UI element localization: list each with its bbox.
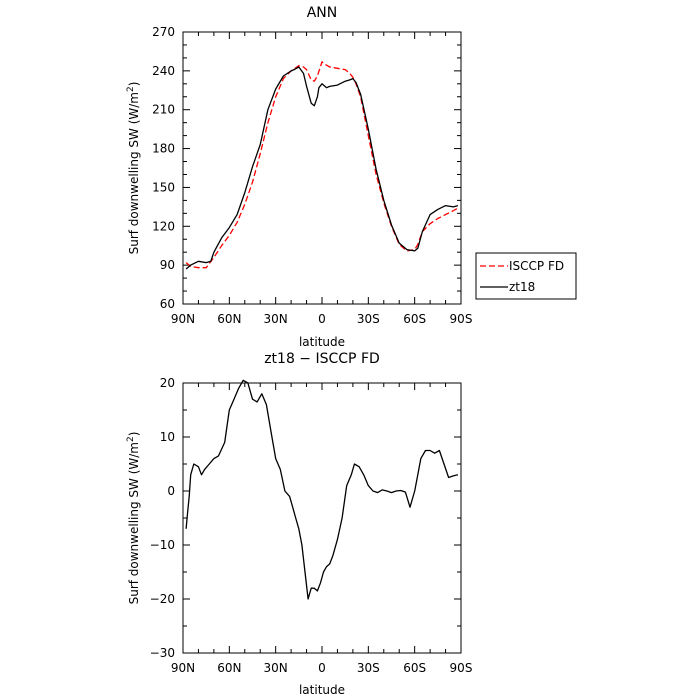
bottom-y-axis-label-sup: 2: [126, 436, 136, 442]
top-x-tick-label: 30N: [264, 312, 288, 326]
top-axis-ticks: 90N 60N 30N 0 30S 60S 90S 60 90 120 150 180 210 240 27…: [152, 25, 472, 326]
top-x-tick-label: 90S: [450, 312, 473, 326]
bottom-chart-title: zt18 − ISCCP FD: [264, 351, 380, 367]
top-x-tick-label: 30S: [357, 312, 380, 326]
top-y-axis-label-close: ): [127, 82, 141, 87]
top-y-axis-label-main: Surf downwelling SW (W/m: [127, 92, 141, 254]
top-plot-frame: [182, 31, 462, 305]
legend-isccp-label: ISCCP FD: [509, 259, 564, 273]
bottom-x-tick-label: 60S: [403, 661, 426, 675]
bottom-series-group: [185, 379, 459, 600]
legend-box: [475, 252, 577, 300]
top-x-tick-label: 90N: [171, 312, 195, 326]
top-y-axis-label: Surf downwelling SW (W/m2): [126, 82, 141, 255]
bottom-x-tick-label: 60N: [217, 661, 241, 675]
top-y-tick-label: 270: [152, 25, 175, 39]
bottom-y-tick-label: 0: [167, 484, 175, 498]
top-y-tick-label: 60: [160, 297, 175, 311]
bottom-y-axis-label-main: Surf downwelling SW (W/m: [127, 442, 141, 604]
top-series-group: [185, 61, 459, 270]
legend: ISCCP FD zt18: [475, 252, 577, 300]
top-y-tick-label: 180: [152, 142, 175, 156]
top-y-tick-label: 240: [152, 64, 175, 78]
bottom-y-tick-label: −20: [150, 592, 175, 606]
top-series-line-isccp-fd: [185, 61, 459, 269]
bottom-x-tick-label: 30S: [357, 661, 380, 675]
bottom-x-tick-label: 30N: [264, 661, 288, 675]
top-panel: ANN 90N 60N 30N 0 30S 60S 90S 60 90 120 150 180 210 2…: [126, 5, 472, 349]
bottom-panel: zt18 − ISCCP FD 90N 60N 30N 0 30S 60S 90S −30 −2…: [126, 351, 472, 697]
bottom-axis-ticks: 90N 60N 30N 0 30S 60S 90S −30 −20 −10 0 10 20: [150, 376, 473, 675]
top-x-tick-label: 0: [318, 312, 326, 326]
bottom-y-tick-label: −10: [150, 538, 175, 552]
bottom-series-line-difference: [185, 379, 459, 600]
top-y-tick-label: 120: [152, 219, 175, 233]
top-x-tick-label: 60N: [217, 312, 241, 326]
bottom-x-tick-label: 90S: [450, 661, 473, 675]
top-y-tick-label: 90: [160, 258, 175, 272]
bottom-y-tick-label: −30: [150, 646, 175, 660]
top-x-tick-label: 60S: [403, 312, 426, 326]
top-x-axis-label: latitude: [299, 335, 345, 349]
top-y-tick-label: 210: [152, 103, 175, 117]
top-series-line-zt18: [185, 66, 459, 270]
bottom-y-tick-label: 10: [160, 430, 175, 444]
bottom-y-axis-label-close: ): [127, 432, 141, 437]
bottom-x-tick-label: 0: [318, 661, 326, 675]
bottom-plot-frame: [182, 382, 462, 654]
bottom-x-axis-label: latitude: [299, 683, 345, 697]
legend-zt18-label: zt18: [509, 280, 535, 294]
top-y-tick-label: 150: [152, 180, 175, 194]
top-chart-title: ANN: [307, 5, 338, 21]
bottom-x-tick-label: 90N: [171, 661, 195, 675]
bottom-y-axis-label: Surf downwelling SW (W/m2): [126, 432, 141, 605]
top-y-axis-label-sup: 2: [126, 86, 136, 92]
bottom-y-tick-label: 20: [160, 376, 175, 390]
